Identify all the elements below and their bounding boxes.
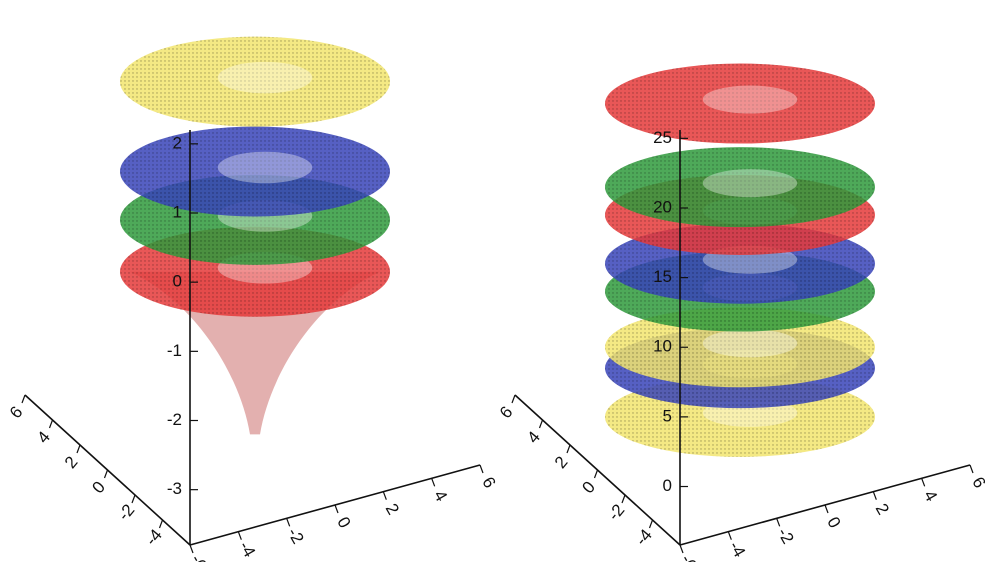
x-tick	[335, 505, 338, 513]
x-tick	[432, 478, 435, 486]
x-tick-label: 6	[968, 474, 985, 492]
y-tick	[540, 420, 543, 428]
page: {"chart_data": [ {"type": "surface3d", "…	[0, 0, 985, 562]
x-tick-label: -4	[235, 538, 259, 561]
y-tick-label: 0	[88, 478, 109, 497]
x-tick-label: 6	[478, 474, 499, 492]
z-tick-label: 20	[653, 197, 672, 216]
y-tick-label: -4	[142, 525, 166, 549]
x-tick	[680, 545, 683, 553]
x-tick-label: -4	[725, 538, 749, 561]
x-tick	[287, 518, 290, 526]
y-tick-label: 2	[551, 453, 572, 472]
y-tick	[77, 445, 80, 453]
z-tick-label: 1	[173, 202, 182, 221]
y-tick	[567, 445, 570, 453]
y-tick	[512, 395, 515, 403]
y-tick	[160, 520, 163, 528]
x-tick-label: 0	[333, 514, 354, 532]
y-tick	[595, 470, 598, 478]
y-tick	[650, 520, 653, 528]
x-tick	[873, 492, 876, 500]
x-tick-label: 2	[872, 500, 893, 518]
y-tick	[622, 495, 625, 503]
z-tick-label: 10	[653, 337, 672, 356]
x-tick-label: 4	[430, 487, 451, 505]
x-tick-label: 4	[920, 487, 941, 505]
x-tick	[383, 492, 386, 500]
band-hole	[703, 86, 798, 114]
y-tick-label: 4	[523, 428, 544, 447]
band-hole	[218, 62, 313, 94]
y-tick-label: -4	[632, 525, 656, 549]
y-tick-label: -2	[604, 500, 628, 524]
z-tick-label: 2	[173, 133, 182, 152]
z-tick-label: 0	[663, 476, 672, 495]
x-tick	[728, 532, 731, 540]
z-tick-label: -1	[167, 341, 182, 360]
y-tick-label: 6	[6, 403, 27, 422]
y-tick-label: 6	[496, 403, 517, 422]
x-tick-label: 0	[823, 514, 844, 532]
y-tick-label: -2	[114, 500, 138, 524]
band-hole	[218, 152, 313, 184]
x-tick-label: -2	[284, 525, 308, 548]
z-tick-label: 5	[663, 406, 672, 425]
z-tick-label: 15	[653, 267, 672, 286]
x-tick-label: 2	[382, 500, 403, 518]
band-hole	[703, 329, 798, 357]
x-tick	[922, 478, 925, 486]
x-tick	[238, 532, 241, 540]
x-tick	[190, 545, 193, 553]
x-tick	[480, 465, 483, 473]
z-tick-label: 25	[653, 128, 672, 147]
x-tick	[970, 465, 973, 473]
x-tick-label: -6	[187, 551, 211, 562]
y-tick	[22, 395, 25, 403]
figure: 210-1-2-3-6-4-20246-4-202462520151050-6-…	[0, 0, 985, 562]
y-tick	[50, 420, 53, 428]
x-tick	[825, 505, 828, 513]
y-tick-label: 4	[33, 428, 54, 447]
x-tick	[777, 518, 780, 526]
y-tick-label: 2	[61, 453, 82, 472]
band-hole	[703, 169, 798, 197]
z-tick-label: -3	[167, 479, 182, 498]
y-tick-label: 0	[578, 478, 599, 497]
y-tick	[105, 470, 108, 478]
z-tick-label: -2	[167, 410, 182, 429]
x-tick-label: -6	[677, 551, 701, 562]
y-tick	[132, 495, 135, 503]
z-tick-label: 0	[173, 272, 182, 291]
x-tick-label: -2	[774, 525, 798, 548]
